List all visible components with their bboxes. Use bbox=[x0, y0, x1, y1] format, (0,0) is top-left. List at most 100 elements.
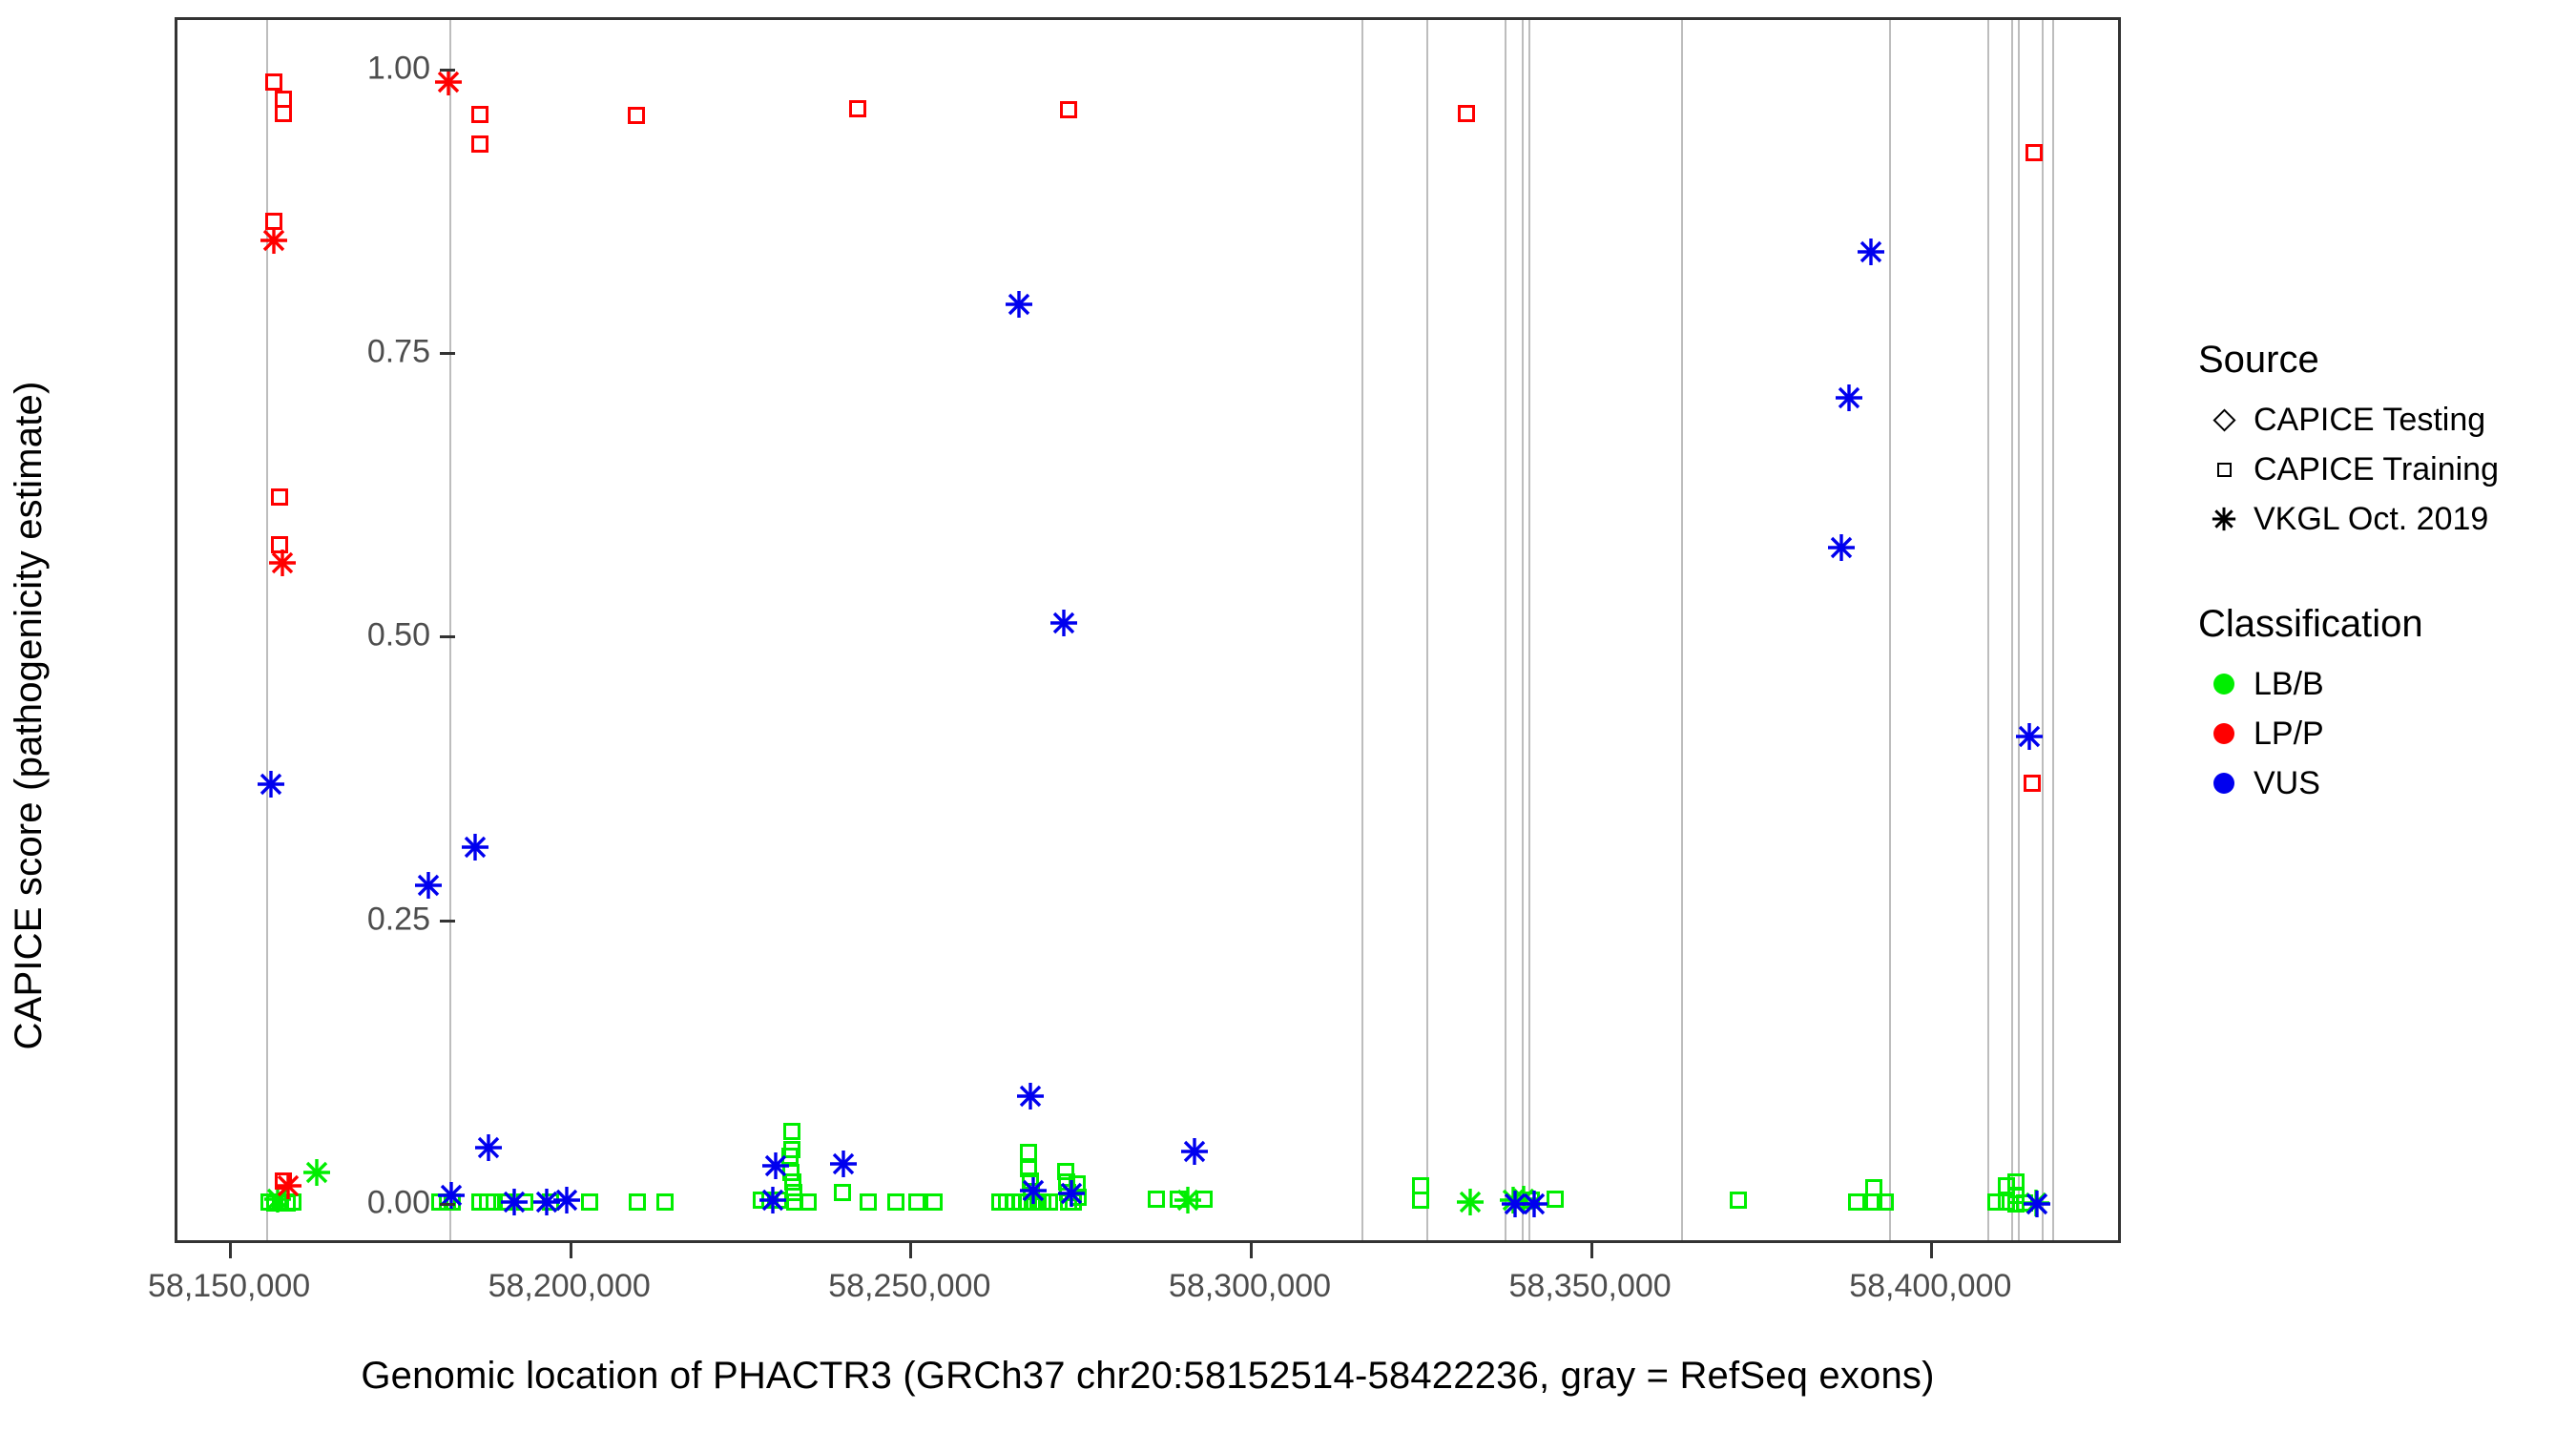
circle-icon bbox=[2213, 674, 2234, 695]
data-point-asterisk bbox=[437, 1181, 466, 1210]
data-point-asterisk bbox=[1016, 1082, 1045, 1110]
data-point-square bbox=[848, 99, 866, 117]
data-point-asterisk bbox=[758, 1186, 787, 1214]
exon-line bbox=[1425, 20, 1428, 1240]
data-point-square bbox=[271, 535, 288, 553]
data-point-square bbox=[1059, 101, 1077, 118]
exon-line bbox=[1681, 20, 1684, 1240]
data-point-square bbox=[1729, 1192, 1747, 1210]
data-point-square bbox=[274, 104, 292, 122]
legend-classification-rows: LB/B LP/P VUS bbox=[2194, 659, 2557, 808]
data-point-square bbox=[2025, 144, 2043, 162]
data-point-asterisk bbox=[434, 68, 463, 96]
data-point-asterisk bbox=[263, 1185, 292, 1213]
data-point-square bbox=[1997, 1176, 2015, 1194]
legend-item[interactable]: VUS bbox=[2194, 758, 2557, 808]
data-point-asterisk bbox=[1520, 1190, 1548, 1218]
data-point-square bbox=[1546, 1191, 1564, 1209]
data-point-square bbox=[786, 1192, 803, 1211]
x-axis-tick-label: 58,150,000 bbox=[148, 1268, 311, 1304]
data-point-asterisk bbox=[274, 1172, 302, 1200]
data-point-square bbox=[627, 106, 645, 124]
y-axis-tick bbox=[440, 352, 455, 355]
exon-line bbox=[1888, 20, 1891, 1240]
legend-item[interactable]: VKGL Oct. 2019 bbox=[2194, 494, 2557, 544]
data-point-square bbox=[471, 135, 489, 153]
data-point-square bbox=[284, 1192, 302, 1211]
data-point-asterisk bbox=[461, 833, 489, 861]
data-point-square bbox=[799, 1192, 817, 1211]
data-point-square bbox=[1458, 104, 1475, 122]
data-point-square bbox=[1847, 1192, 1865, 1211]
x-axis-tick bbox=[1930, 1243, 1934, 1258]
data-point-asterisk bbox=[414, 871, 443, 900]
y-axis-tick-label: 0.50 bbox=[366, 616, 430, 653]
data-point-asterisk bbox=[1857, 238, 1885, 266]
data-point-asterisk bbox=[1835, 384, 1863, 412]
y-axis-tick bbox=[440, 1203, 455, 1207]
data-point-square bbox=[1865, 1192, 1883, 1211]
data-point-square bbox=[265, 73, 283, 92]
legend-key-square bbox=[2194, 462, 2254, 477]
legend-item[interactable]: CAPICE Testing bbox=[2194, 395, 2557, 445]
legend-item-label: VKGL Oct. 2019 bbox=[2254, 500, 2489, 537]
data-point-square bbox=[907, 1192, 925, 1211]
data-point-square bbox=[1195, 1191, 1213, 1209]
legend-item-label: CAPICE Training bbox=[2254, 450, 2499, 487]
legend-item[interactable]: CAPICE Training bbox=[2194, 445, 2557, 494]
legend-key-circle bbox=[2194, 773, 2254, 794]
legend-key-circle bbox=[2194, 723, 2254, 744]
data-point-square bbox=[1020, 1144, 1038, 1162]
y-axis-tick-label: 0.75 bbox=[366, 333, 430, 370]
exon-line bbox=[1361, 20, 1364, 1240]
legend-source-title: Source bbox=[2198, 339, 2319, 381]
exon-line bbox=[449, 20, 452, 1240]
data-point-square bbox=[271, 487, 288, 506]
data-point-square bbox=[1020, 1160, 1038, 1178]
data-point-square bbox=[2006, 1173, 2025, 1192]
data-point-square bbox=[783, 1173, 801, 1192]
data-point-square bbox=[629, 1192, 647, 1211]
x-axis-tick bbox=[1250, 1243, 1253, 1258]
legend-source-rows: CAPICE Testing CAPICE Training VKGL Oct. 2… bbox=[2194, 395, 2557, 544]
legend-key-circle bbox=[2194, 674, 2254, 695]
exon-line bbox=[2018, 20, 2021, 1240]
data-point-asterisk bbox=[474, 1133, 503, 1162]
y-axis-tick-label: 0.25 bbox=[366, 901, 430, 938]
plot-area bbox=[177, 20, 2118, 1240]
data-point-square bbox=[2024, 774, 2042, 792]
y-axis-tick-label: 1.00 bbox=[366, 50, 430, 86]
square-icon bbox=[2216, 462, 2232, 477]
data-point-asterisk bbox=[260, 226, 288, 255]
x-axis-tick-label: 58,400,000 bbox=[1849, 1268, 2012, 1304]
x-axis-tick bbox=[229, 1243, 233, 1258]
legend-spacer bbox=[2194, 544, 2557, 603]
data-point-square bbox=[1056, 1162, 1074, 1180]
legend-item-label: CAPICE Testing bbox=[2254, 401, 2486, 438]
data-point-square bbox=[580, 1192, 598, 1211]
data-point-square bbox=[1986, 1192, 2005, 1211]
data-point-square bbox=[1876, 1192, 1894, 1211]
data-point-square bbox=[1148, 1191, 1166, 1209]
data-point-square bbox=[783, 1122, 801, 1140]
data-point-asterisk bbox=[552, 1186, 581, 1214]
y-axis-tick bbox=[440, 68, 455, 72]
asterisk-icon bbox=[2212, 507, 2236, 531]
x-axis-tick-label: 58,200,000 bbox=[488, 1268, 651, 1304]
legend-item[interactable]: LB/B bbox=[2194, 659, 2557, 709]
data-point-asterisk bbox=[302, 1158, 331, 1187]
data-point-asterisk bbox=[1049, 609, 1078, 637]
exon-line bbox=[1521, 20, 1524, 1240]
exon-line bbox=[2052, 20, 2055, 1240]
data-point-asterisk bbox=[268, 549, 297, 577]
data-point-square bbox=[1041, 1192, 1059, 1211]
data-point-square bbox=[471, 105, 489, 123]
data-point-asterisk bbox=[829, 1150, 858, 1178]
exon-line bbox=[265, 20, 268, 1240]
x-axis-tick bbox=[909, 1243, 913, 1258]
x-axis-tick bbox=[1589, 1243, 1593, 1258]
exon-line bbox=[2042, 20, 2045, 1240]
legend-item[interactable]: LP/P bbox=[2194, 709, 2557, 758]
x-axis-tick-label: 58,350,000 bbox=[1508, 1268, 1672, 1304]
